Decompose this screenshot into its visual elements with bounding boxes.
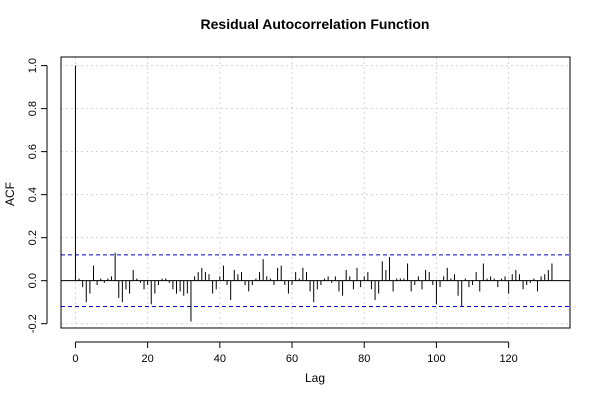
plot-frame [60, 56, 571, 329]
x-tick-label: 100 [427, 353, 445, 365]
x-axis-label: Lag [305, 371, 325, 385]
x-tick-label: 80 [358, 353, 370, 365]
y-tick-label: 1.0 [27, 58, 39, 73]
x-tick-label: 20 [142, 353, 154, 365]
x-tick-label: 40 [214, 353, 226, 365]
y-tick-label: 0.0 [27, 273, 39, 288]
x-axis: 0 20 40 60 80 100 120 [72, 341, 518, 365]
y-tick-label: 0.8 [27, 101, 39, 116]
y-tick-label: 0.6 [27, 144, 39, 159]
grid-lines [61, 57, 570, 328]
confidence-bounds [61, 254, 570, 307]
y-axis-label: ACF [3, 182, 17, 206]
chart-title: Residual Autocorrelation Function [201, 16, 430, 32]
acf-bars [74, 65, 553, 322]
x-tick-label: 120 [499, 353, 517, 365]
y-tick-label: 0.4 [27, 187, 39, 202]
x-tick-label: 0 [72, 353, 78, 365]
y-tick-label: -0.2 [27, 314, 39, 333]
y-axis: -0.2 0.0 0.2 0.4 0.6 0.8 1.0 [27, 58, 48, 333]
x-tick-label: 60 [286, 353, 298, 365]
y-tick-label: 0.2 [27, 230, 39, 245]
